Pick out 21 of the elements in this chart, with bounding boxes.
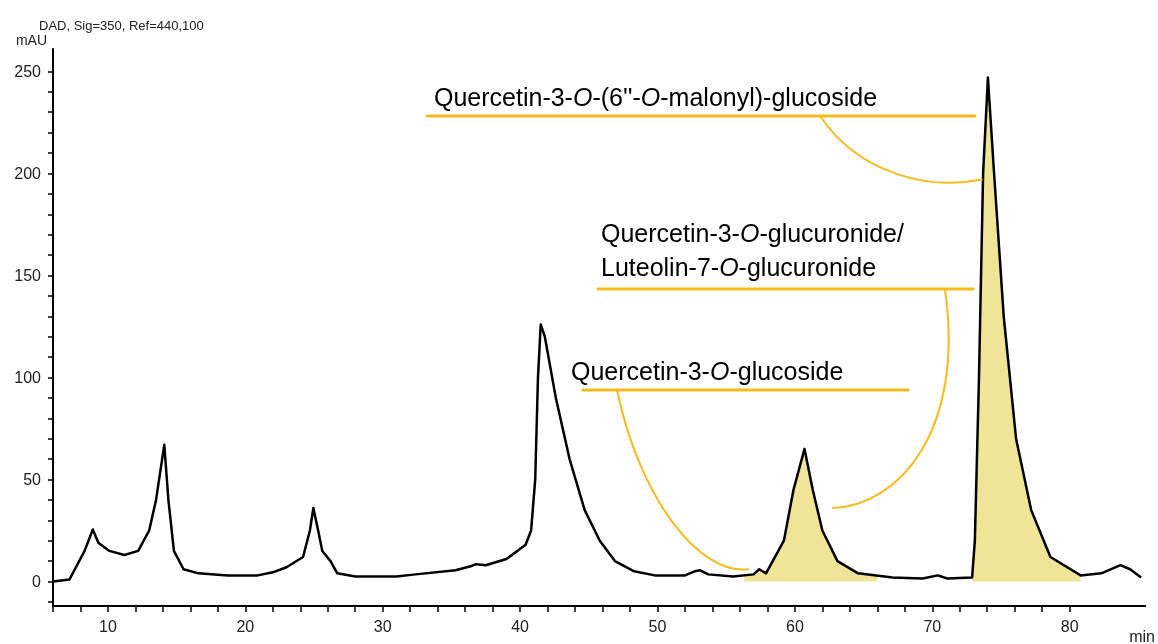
- annotation: Quercetin-3-O-glucuronide/: [601, 218, 904, 249]
- x-tick-label: 10: [99, 617, 117, 635]
- x-tick-label: 20: [236, 617, 255, 635]
- y-tick-label: 50: [23, 471, 42, 488]
- x-tick-label: 80: [1060, 617, 1079, 635]
- chart-title: DAD, Sig=350, Ref=440,100: [39, 18, 204, 33]
- y-axis-title: mAU: [15, 32, 47, 48]
- annotation: Luteolin-7-O-glucuronide: [601, 252, 877, 283]
- y-tick-label: 150: [14, 266, 42, 284]
- annotation: Quercetin-3-O-(6''-O-malonyl)-glucoside: [434, 82, 878, 113]
- x-tick-label: 40: [511, 617, 530, 635]
- y-tick-label: 100: [14, 368, 42, 386]
- y-tick-label: 250: [14, 62, 42, 80]
- x-tick-label: 70: [923, 617, 942, 635]
- x-tick-label: 60: [785, 617, 804, 635]
- x-tick-label: 30: [373, 617, 392, 635]
- y-tick-label: 0: [32, 573, 42, 591]
- x-tick-label: 50: [648, 617, 667, 635]
- x-axis-title: min: [1129, 627, 1155, 644]
- y-tick-label: 200: [14, 164, 42, 182]
- annotation: Quercetin-3-O-glucoside: [571, 356, 844, 387]
